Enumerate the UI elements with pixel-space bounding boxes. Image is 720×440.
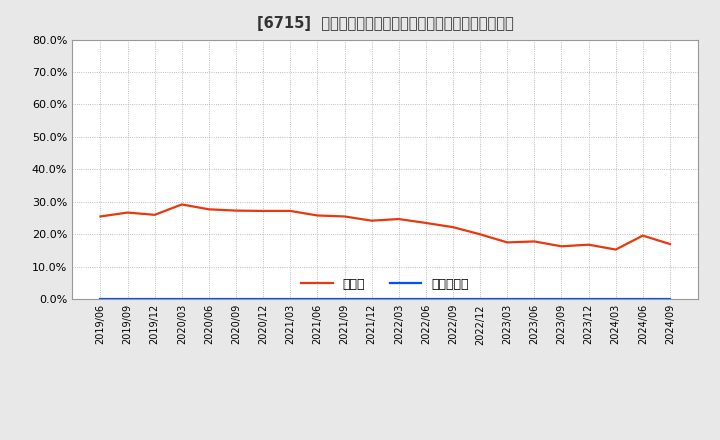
現頲金 [503, 240, 511, 245]
現頲金 [96, 214, 105, 219]
現頲金 [150, 212, 159, 217]
現頲金 [341, 214, 349, 219]
現頲金 [421, 220, 430, 226]
有利子負債 [639, 297, 647, 302]
現頲金 [367, 218, 376, 224]
現頲金 [259, 208, 268, 213]
有利子負債 [178, 297, 186, 302]
有利子負債 [557, 297, 566, 302]
有利子負債 [395, 297, 403, 302]
有利子負債 [123, 297, 132, 302]
有利子負債 [503, 297, 511, 302]
現頲金 [232, 208, 240, 213]
有利子負債 [204, 297, 213, 302]
有利子負債 [665, 297, 674, 302]
現頲金 [449, 224, 457, 230]
Line: 現頲金: 現頲金 [101, 205, 670, 249]
Title: [6715]  現頲金、有利子負債の総資産に対する比率の推移: [6715] 現頲金、有利子負債の総資産に対する比率の推移 [257, 16, 513, 32]
現頲金 [530, 239, 539, 244]
現頲金 [665, 242, 674, 247]
有利子負債 [259, 297, 268, 302]
現頲金 [286, 208, 294, 213]
有利子負債 [611, 297, 620, 302]
現頲金 [476, 231, 485, 237]
現頲金 [639, 233, 647, 238]
現頲金 [557, 244, 566, 249]
現頲金 [395, 216, 403, 222]
有利子負債 [313, 297, 322, 302]
現頲金 [313, 213, 322, 218]
現頲金 [584, 242, 593, 247]
有利子負債 [530, 297, 539, 302]
有利子負債 [96, 297, 105, 302]
有利子負債 [367, 297, 376, 302]
現頲金 [178, 202, 186, 207]
現頲金 [204, 207, 213, 212]
有利子負債 [286, 297, 294, 302]
有利子負債 [449, 297, 457, 302]
有利子負債 [476, 297, 485, 302]
有利子負債 [150, 297, 159, 302]
有利子負債 [584, 297, 593, 302]
現頲金 [123, 210, 132, 215]
現頲金 [611, 247, 620, 252]
有利子負債 [421, 297, 430, 302]
Legend: 現頲金, 有利子負債: 現頲金, 有利子負債 [297, 272, 474, 296]
有利子負債 [341, 297, 349, 302]
有利子負債 [232, 297, 240, 302]
